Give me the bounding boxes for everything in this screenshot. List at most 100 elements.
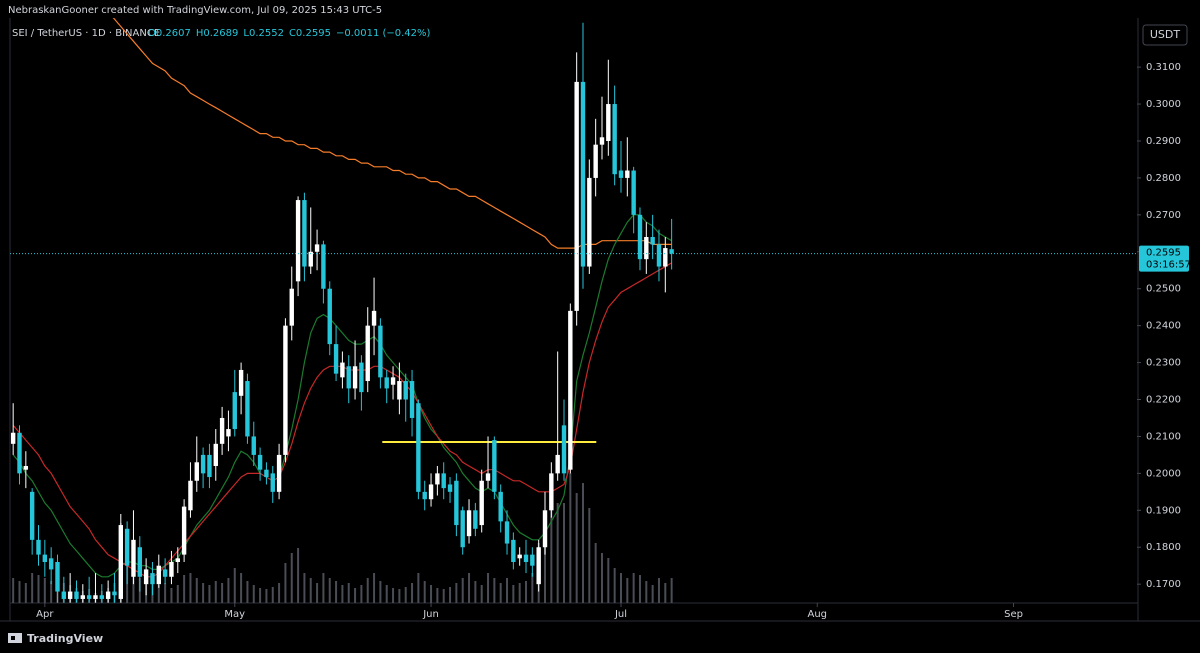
candle-body [593, 144, 598, 178]
candle-body [536, 547, 541, 585]
candle-body [473, 510, 478, 529]
candle-body [207, 454, 212, 478]
candle-body [295, 200, 301, 282]
candle-body [238, 369, 244, 396]
candle-body [42, 554, 48, 563]
volume-bar [297, 548, 300, 603]
volume-bar [487, 573, 490, 603]
candle-body [549, 473, 554, 511]
candle-body [340, 362, 345, 378]
candle-body [606, 104, 611, 141]
volume-bar [290, 553, 293, 603]
candle-body [150, 573, 155, 585]
volume-bar [240, 573, 243, 603]
candle-body [663, 248, 668, 267]
candle-body [498, 491, 503, 522]
candle-body [181, 506, 187, 555]
volume-bar [31, 573, 34, 603]
volume-bar [373, 573, 376, 603]
candle-body [384, 377, 389, 389]
y-tick-label: 0.2400 [1146, 321, 1181, 332]
candle-body [435, 473, 440, 485]
candle-body [416, 403, 421, 492]
volume-bar [18, 581, 21, 603]
currency[interactable]: USDT [1150, 28, 1181, 41]
candle-body [23, 465, 29, 470]
candle-body [188, 480, 193, 511]
volume-bar [303, 573, 306, 603]
candle-body [93, 595, 98, 599]
candle-body [587, 177, 592, 267]
volume-bar [183, 575, 186, 603]
volume-bar [664, 583, 667, 603]
volume-bar [493, 578, 496, 603]
volume-bar [227, 578, 230, 603]
candle-body [650, 237, 655, 245]
volume-bar [417, 573, 420, 603]
candle-body [479, 480, 484, 526]
volume-bar [455, 583, 458, 603]
candle-body [213, 443, 218, 466]
volume-bar [278, 583, 281, 603]
candle-body [105, 591, 111, 599]
x-tick-label: Jul [614, 609, 627, 620]
legend-value: O0.2607 [148, 28, 191, 39]
candle-body [289, 288, 294, 326]
volume-bar [626, 578, 629, 603]
volume-bar [214, 581, 217, 603]
volume-bar [525, 581, 528, 603]
candle-body [61, 591, 67, 599]
volume-bar [442, 589, 445, 603]
candle-body [371, 310, 377, 326]
legend-value: C0.2595 [289, 28, 331, 39]
volume-bar [506, 578, 509, 603]
candle-body [112, 591, 117, 596]
volume-bar [335, 581, 338, 603]
candle-body [194, 462, 199, 481]
candle-body [321, 244, 326, 289]
candle-body [143, 569, 149, 585]
candle-body [302, 200, 307, 267]
volume-bar [12, 578, 15, 603]
volume-bar [50, 581, 53, 603]
legend-value: −0.0011 (−0.42%) [336, 28, 431, 39]
candle-body [99, 595, 105, 599]
header: NebraskanGooner created with TradingView… [8, 5, 382, 16]
volume-bar [221, 583, 224, 603]
volume-bar [341, 585, 344, 603]
candle-body [276, 454, 282, 492]
candle-body [251, 436, 256, 455]
volume-bar [398, 589, 401, 603]
y-tick-label: 0.2700 [1146, 210, 1181, 221]
volume-bar [550, 508, 553, 603]
volume-bar [474, 581, 477, 603]
volume-bar [430, 585, 433, 603]
y-tick-label: 0.2000 [1146, 468, 1181, 479]
last-price-label: 0.2595 [1146, 248, 1181, 259]
candle-body [409, 381, 415, 418]
candle-body [599, 137, 605, 145]
candle-body [511, 539, 516, 563]
candle-body [175, 558, 180, 563]
candle-body [327, 288, 332, 345]
candle-body [568, 310, 573, 470]
candle-body [561, 425, 567, 474]
candle-body [314, 244, 320, 252]
candle-body [55, 562, 60, 592]
volume-bar [360, 585, 363, 603]
candle-body [162, 569, 168, 577]
volume-bar [638, 575, 641, 603]
candle-body [137, 547, 142, 577]
currency-button[interactable] [1142, 24, 1188, 46]
candle-body [644, 237, 649, 260]
candle-body [124, 528, 130, 566]
candle-body [492, 440, 497, 492]
volume-bar [176, 585, 179, 603]
candle-body [454, 480, 459, 526]
y-tick-label: 0.3100 [1146, 62, 1181, 73]
y-tick-label: 0.2300 [1146, 358, 1181, 369]
volume-bar [411, 583, 414, 603]
y-tick-label: 0.2200 [1146, 395, 1181, 406]
volume-bar [588, 508, 591, 603]
